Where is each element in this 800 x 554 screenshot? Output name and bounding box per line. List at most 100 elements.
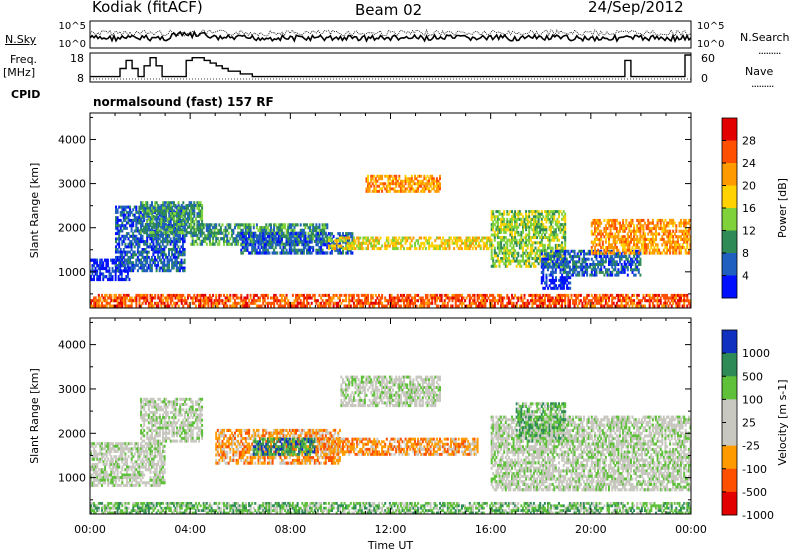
heatmap-cell: [547, 252, 549, 256]
heatmap-cell: [401, 182, 404, 186]
heatmap-cell: [198, 237, 200, 241]
heatmap-cell: [146, 242, 149, 246]
heatmap-cell: [324, 299, 327, 303]
heatmap-cell: [331, 248, 333, 252]
heatmap-cell: [620, 224, 623, 228]
heatmap-cell: [387, 189, 390, 193]
heatmap-cell: [277, 304, 280, 308]
heatmap-cell: [611, 218, 614, 222]
heatmap-cell: [630, 221, 632, 225]
heatmap-cell: [135, 226, 138, 230]
heatmap-cell: [180, 204, 183, 208]
heatmap-cell: [180, 258, 183, 262]
heatmap-cell: [523, 259, 526, 263]
heatmap-cell: [174, 250, 177, 254]
heatmap-cell: [295, 223, 297, 227]
heatmap-cell: [509, 251, 512, 255]
heatmap-cell: [363, 301, 366, 305]
heatmap-cell: [509, 238, 512, 242]
heatmap-cell: [678, 246, 681, 250]
heatmap-cell: [518, 210, 521, 214]
heatmap-cell: [500, 225, 503, 229]
heatmap-cell: [118, 229, 121, 233]
heatmap-cell: [288, 237, 291, 241]
heatmap-cell: [378, 189, 380, 193]
heatmap-cell: [342, 236, 344, 240]
heatmap-cell: [147, 266, 150, 270]
heatmap-cell: [121, 261, 124, 265]
heatmap-cell: [122, 277, 125, 282]
heatmap-cell: [113, 269, 115, 273]
heatmap-cell: [392, 179, 395, 183]
heatmap-cell: [151, 201, 153, 205]
heatmap-cell: [420, 179, 423, 183]
heatmap-cell: [146, 250, 149, 254]
heatmap-cell: [235, 293, 238, 297]
heatmap-cell: [498, 241, 501, 245]
heatmap-cell: [343, 293, 346, 297]
heatmap-cell: [320, 228, 323, 232]
heatmap-cell: [127, 272, 129, 276]
heatmap-cell: [237, 226, 240, 230]
heatmap-cell: [119, 263, 122, 267]
heatmap-cell: [280, 304, 283, 308]
heatmap-cell: [514, 212, 517, 216]
heatmap-cell: [379, 301, 382, 305]
heatmap-cell: [539, 223, 542, 227]
heatmap-cell: [630, 268, 632, 272]
heatmap-cell: [460, 241, 463, 245]
heatmap-cell: [271, 245, 274, 250]
heatmap-cell: [166, 263, 169, 267]
heatmap-cell: [116, 221, 119, 225]
heatmap-cell: [525, 243, 528, 247]
heatmap-cell: [246, 223, 249, 227]
heatmap-cell: [545, 228, 548, 232]
nsky-trace: [89, 30, 692, 43]
heatmap-cell: [633, 237, 636, 241]
heatmap-cell: [615, 248, 618, 252]
heatmap-cell: [512, 236, 515, 240]
heatmap-cell: [191, 204, 194, 208]
heatmap-cell: [545, 265, 548, 269]
heatmap-cell: [180, 220, 183, 224]
heatmap-cell: [164, 263, 167, 267]
heatmap-cell: [138, 232, 141, 236]
heatmap-cell: [595, 249, 598, 253]
heatmap-cell: [320, 232, 323, 236]
heatmap-cell: [243, 242, 246, 246]
heatmap-cell: [165, 296, 168, 300]
heatmap-cell: [401, 179, 404, 183]
heatmap-cell: [371, 189, 374, 193]
heatmap-cell: [681, 237, 684, 241]
heatmap-cell: [257, 296, 260, 300]
heatmap-cell: [254, 248, 257, 252]
heatmap-cell: [579, 268, 582, 272]
heatmap-cell: [122, 213, 125, 217]
heatmap-cell: [514, 249, 517, 253]
heatmap-cell: [234, 299, 236, 303]
heatmap-cell: [414, 241, 416, 245]
heatmap-cell: [111, 261, 114, 265]
heatmap-cell: [406, 177, 409, 181]
heatmap-cell: [553, 278, 556, 282]
heatmap-cell: [262, 228, 265, 232]
heatmap-cell: [165, 299, 168, 303]
heatmap-cell: [598, 229, 601, 233]
heatmap-cell: [202, 296, 205, 300]
heatmap-cell: [543, 263, 546, 266]
heatmap-cell: [316, 232, 319, 236]
heatmap-cell: [151, 231, 153, 235]
heatmap-cell: [686, 232, 689, 236]
heatmap-cell: [163, 296, 166, 300]
heatmap-cell: [135, 237, 138, 241]
heatmap-cell: [179, 223, 182, 227]
heatmap-cell: [606, 235, 609, 239]
noise-right-tick: 10^5: [697, 21, 724, 32]
heatmap-cell: [299, 248, 302, 252]
heatmap-cell: [597, 243, 600, 247]
heatmap-cell: [252, 226, 255, 230]
heatmap-cell: [664, 227, 667, 231]
heatmap-cell: [517, 251, 520, 255]
heatmap-cell: [288, 223, 291, 227]
heatmap-cell: [520, 243, 523, 247]
